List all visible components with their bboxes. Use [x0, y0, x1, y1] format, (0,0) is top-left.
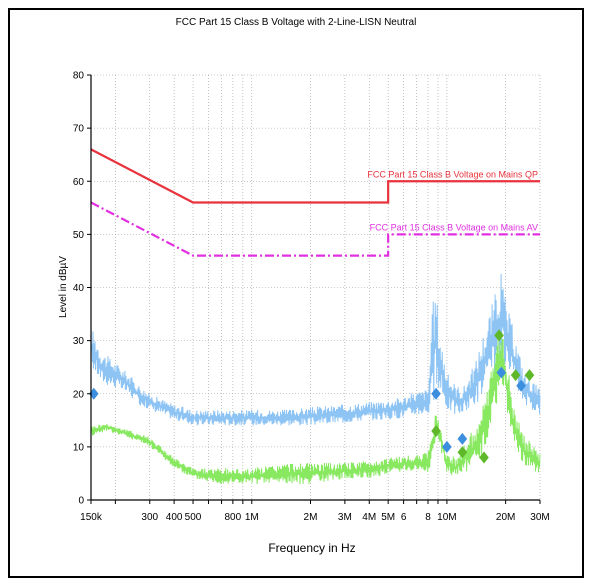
- y-tick-label: 10: [73, 442, 85, 453]
- x-tick-label: 800: [225, 512, 242, 523]
- x-tick-label: 30M: [530, 512, 549, 523]
- x-tick-label: 6: [401, 512, 407, 523]
- y-tick-label: 40: [73, 283, 85, 294]
- marker-diamond: [442, 440, 452, 453]
- marker-diamond: [524, 369, 535, 382]
- marker-diamond: [510, 369, 521, 382]
- x-tick-label: 500: [185, 512, 202, 523]
- x-tick-label: 400: [166, 512, 183, 523]
- x-tick-label: 5M: [381, 512, 395, 523]
- marker-diamond: [431, 387, 441, 400]
- x-tick-label: 3M: [338, 512, 352, 523]
- y-axis-label: Level in dBµV: [58, 256, 69, 318]
- marker-diamond: [431, 424, 441, 437]
- axes: 0 10 20 30 40 50 60 70 80 150k 300 400 500 800 1M 2M 3M 4…: [73, 71, 550, 524]
- x-tick-label: 1M: [245, 512, 259, 523]
- limit-line-1: [90, 148, 540, 204]
- x-tick-label: 4M: [362, 512, 376, 523]
- y-tick-label: 70: [73, 124, 85, 135]
- y-tick-label: 60: [73, 177, 85, 188]
- y-tick-label: 30: [73, 336, 85, 347]
- marker-diamond: [496, 366, 507, 379]
- x-tick-label: 2M: [304, 512, 318, 523]
- x-tick-label: 20M: [496, 512, 515, 523]
- spectrum-series-2: [90, 339, 541, 485]
- traces: [90, 273, 541, 485]
- y-tick-label: 80: [73, 71, 85, 82]
- limit-line-2: [90, 201, 540, 257]
- chart-title: FCC Part 15 Class B Voltage with 2-Line-…: [176, 17, 417, 28]
- x-axis-label: Frequency in Hz: [268, 541, 355, 555]
- marker-diamond: [457, 432, 468, 445]
- limit-line-label: FCC Part 15 Class B Voltage on Mains QP: [367, 169, 538, 179]
- marker-diamond: [479, 451, 489, 464]
- limit-lines: FCC Part 15 Class B Voltage on Mains QP F…: [90, 148, 540, 257]
- x-tick-label: 8: [425, 512, 431, 523]
- marker-diamond: [516, 379, 526, 392]
- x-tick-label: 300: [141, 512, 158, 523]
- y-tick-label: 0: [78, 496, 84, 507]
- marker-diamond: [494, 329, 504, 342]
- x-tick-label: 10M: [437, 512, 456, 523]
- marker-diamond: [457, 446, 468, 459]
- limit-line-label: FCC Part 15 Class B Voltage on Mains AV: [370, 222, 538, 232]
- y-tick-label: 20: [73, 389, 85, 400]
- y-tick-label: 50: [73, 230, 85, 241]
- x-tick-label: 150k: [80, 512, 103, 523]
- chart-frame: [8, 8, 584, 578]
- spectrum-series-1: [90, 273, 541, 426]
